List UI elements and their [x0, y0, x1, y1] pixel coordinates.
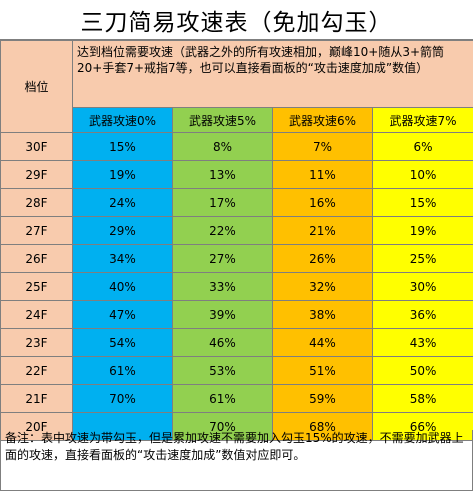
level-cell: 23F — [0, 328, 73, 357]
speed-cell: 7% — [272, 132, 373, 161]
footnote: 备注：表中攻速为带勾玉，但是累加攻速不需要加入勾玉15%的攻速，不需要加武器上面… — [0, 430, 473, 491]
speed-cell: 13% — [172, 160, 273, 189]
level-cell: 24F — [0, 300, 73, 329]
speed-cell: 70% — [72, 384, 173, 413]
speed-cell: 46% — [172, 328, 273, 357]
table-row: 24F 47% 39% 38% 36% — [0, 300, 473, 329]
level-cell: 25F — [0, 272, 73, 301]
column-header-weapon-6: 武器攻速6% — [272, 107, 373, 133]
speed-cell: 40% — [72, 272, 173, 301]
level-cell: 29F — [0, 160, 73, 189]
speed-cell: 24% — [72, 188, 173, 217]
table-row: 23F 54% 46% 44% 43% — [0, 328, 473, 357]
speed-cell: 21% — [272, 216, 373, 245]
speed-cell: 32% — [272, 272, 373, 301]
speed-cell: 25% — [371, 244, 473, 273]
level-cell: 21F — [0, 384, 73, 413]
level-header: 档位 — [0, 40, 73, 133]
speed-cell: 47% — [72, 300, 173, 329]
speed-cell: 15% — [371, 188, 473, 217]
table-row: 28F 24% 17% 16% 15% — [0, 188, 473, 217]
speed-cell: 51% — [272, 356, 373, 385]
speed-cell: 33% — [172, 272, 273, 301]
speed-cell: 17% — [172, 188, 273, 217]
speed-cell: 39% — [172, 300, 273, 329]
speed-cell: 11% — [272, 160, 373, 189]
speed-cell: 6% — [371, 132, 473, 161]
table-row: 30F 15% 8% 7% 6% — [0, 132, 473, 161]
speed-cell: 38% — [272, 300, 373, 329]
speed-cell: 54% — [72, 328, 173, 357]
level-cell: 22F — [0, 356, 73, 385]
requirement-description: 达到档位需要攻速（武器之外的所有攻速相加，巅峰10+随从3+箭筒20+手套7+戒… — [71, 40, 473, 108]
speed-cell: 43% — [371, 328, 473, 357]
speed-cell: 26% — [272, 244, 373, 273]
table-row: 25F 40% 33% 32% 30% — [0, 272, 473, 301]
table-row: 29F 19% 13% 11% 10% — [0, 160, 473, 189]
speed-cell: 15% — [72, 132, 173, 161]
column-header-weapon-0: 武器攻速0% — [72, 107, 173, 133]
speed-cell: 61% — [72, 356, 173, 385]
speed-cell: 30% — [371, 272, 473, 301]
speed-cell: 53% — [172, 356, 273, 385]
speed-cell: 8% — [172, 132, 273, 161]
attack-speed-table: 档位 达到档位需要攻速（武器之外的所有攻速相加，巅峰10+随从3+箭筒20+手套… — [0, 40, 473, 441]
speed-cell: 59% — [272, 384, 373, 413]
table-row: 27F 29% 22% 21% 19% — [0, 216, 473, 245]
speed-cell: 19% — [371, 216, 473, 245]
column-header-weapon-5: 武器攻速5% — [172, 107, 273, 133]
table-row: 21F 70% 61% 59% 58% — [0, 384, 473, 413]
page-title: 三刀简易攻速表（免加勾玉） — [0, 0, 473, 40]
level-cell: 28F — [0, 188, 73, 217]
speed-cell: 34% — [72, 244, 173, 273]
table-row: 20F 70% 68% 66% — [0, 412, 473, 441]
speed-cell: 10% — [371, 160, 473, 189]
speed-cell: 36% — [371, 300, 473, 329]
speed-cell: 50% — [371, 356, 473, 385]
speed-cell: 58% — [371, 384, 473, 413]
level-cell: 27F — [0, 216, 73, 245]
table-row: 26F 34% 27% 26% 25% — [0, 244, 473, 273]
speed-cell: 22% — [172, 216, 273, 245]
speed-cell: 19% — [72, 160, 173, 189]
level-cell: 20F — [0, 412, 73, 441]
level-cell: 30F — [0, 132, 73, 161]
level-cell: 26F — [0, 244, 73, 273]
table-row: 22F 61% 53% 51% 50% — [0, 356, 473, 385]
speed-cell: 16% — [272, 188, 373, 217]
speed-cell: 70% — [172, 412, 273, 441]
speed-cell: 61% — [172, 384, 273, 413]
speed-cell: 27% — [172, 244, 273, 273]
column-header-weapon-7: 武器攻速7% — [371, 107, 473, 133]
speed-cell: 44% — [272, 328, 373, 357]
speed-cell: 29% — [72, 216, 173, 245]
